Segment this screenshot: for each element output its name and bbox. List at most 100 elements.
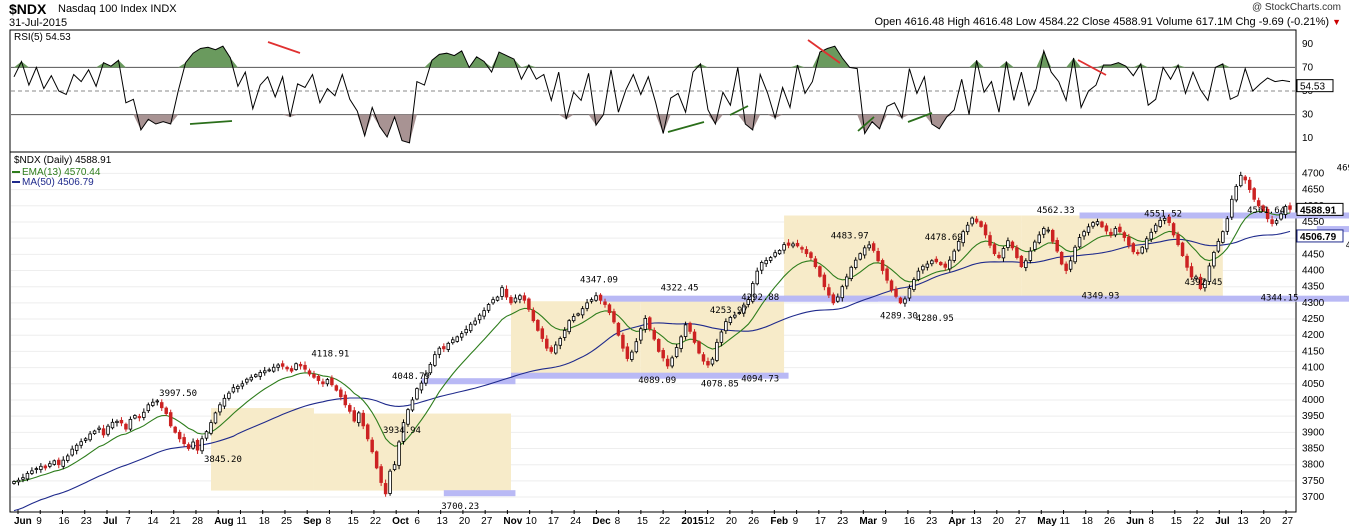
x-tick-label: 7: [125, 516, 131, 527]
price-tick-label: 4450: [1302, 249, 1325, 260]
close-label: Close: [1081, 16, 1111, 28]
candle-body: [410, 399, 415, 411]
candle-body: [1068, 260, 1073, 270]
x-tick-label: 20: [459, 516, 471, 527]
candle-body: [101, 428, 106, 436]
x-tick-label: 13: [1238, 516, 1250, 527]
candle-body: [1100, 221, 1104, 228]
candle-body: [1136, 251, 1140, 255]
candle-body: [43, 465, 48, 469]
high-annotation: 4694.13: [1337, 163, 1349, 173]
ma-tag-text: 4506.79: [1300, 232, 1337, 243]
candle-body: [921, 265, 925, 271]
candle-body: [764, 260, 768, 265]
candle-body: [1283, 206, 1288, 215]
candle-body: [500, 287, 504, 297]
candle-body: [1162, 218, 1167, 221]
high-annotation: 3997.50: [159, 389, 197, 399]
candle-body: [724, 321, 728, 332]
candle-body: [943, 263, 947, 268]
price-tick-label: 4050: [1302, 379, 1325, 390]
candle-body: [459, 333, 464, 338]
candle-body: [1064, 263, 1068, 271]
candle-body: [652, 329, 656, 340]
candle-body: [728, 317, 733, 324]
x-tick-label: Jun: [1126, 516, 1144, 527]
candle-body: [276, 364, 280, 368]
candle-body: [182, 437, 186, 445]
candle-body: [245, 378, 249, 383]
watermark: @ StockCharts.com: [1251, 2, 1341, 13]
candle-body: [307, 370, 312, 375]
candle-body: [1033, 241, 1037, 250]
candle-body: [1104, 225, 1109, 232]
candle-body: [800, 247, 804, 250]
candle-body: [903, 298, 907, 304]
candle-body: [285, 366, 289, 370]
divergence-line: [1077, 59, 1107, 76]
x-tick-label: 13: [437, 516, 449, 527]
candle-body: [365, 424, 370, 440]
candle-body: [997, 254, 1001, 258]
candle-body: [222, 397, 227, 407]
candle-body: [755, 270, 759, 285]
candle-body: [988, 235, 992, 246]
rsi-tick-label: 70: [1302, 62, 1314, 73]
x-tick-label: 22: [1193, 516, 1205, 527]
candle-body: [867, 244, 871, 249]
ma50-line: [13, 230, 1291, 512]
candle-body: [822, 274, 827, 288]
index-name: Nasdaq 100 Index INDX: [58, 3, 177, 15]
candle-body: [540, 328, 545, 339]
low-annotation: 4289.30: [880, 311, 918, 321]
x-tick-label: 12: [704, 516, 716, 527]
x-tick-label: 28: [192, 516, 204, 527]
candle-body: [34, 468, 39, 470]
candle-body: [348, 405, 352, 412]
x-tick-label: 2015: [681, 516, 704, 527]
candle-body: [146, 404, 151, 412]
price-layer: 3997.50 4118.91 4048.79 4347.09 4322.45 4292.…: [11, 163, 1349, 512]
x-tick-label: 9: [882, 516, 888, 527]
candle-body: [1019, 255, 1024, 268]
candle-body: [142, 411, 146, 418]
price-tick-label: 3750: [1302, 476, 1325, 487]
divergence-line: [189, 120, 233, 125]
candle-body: [1109, 231, 1113, 236]
candle-body: [889, 280, 894, 291]
axis-layer: 3700 3750 3800 3850 3900 3950 4000 4050 4100 4150…: [14, 39, 1344, 527]
x-tick-label: 18: [259, 516, 271, 527]
consolidation-box: [210, 408, 314, 491]
x-tick-label: 27: [1015, 516, 1027, 527]
candle-body: [630, 351, 634, 360]
ema-legend: EMA(13) 4570.44: [22, 167, 101, 178]
candle-body: [746, 299, 750, 305]
x-tick-label: 20: [1260, 516, 1272, 527]
x-tick-label: 21: [170, 516, 182, 527]
candle-body: [907, 287, 912, 299]
chart-header: $NDX Nasdaq 100 Index INDX 31-Jul-2015 @…: [0, 0, 1349, 30]
chart-date: 31-Jul-2015: [9, 17, 68, 29]
candle-body: [39, 465, 43, 470]
candle-body: [947, 259, 952, 270]
candle-body: [289, 368, 294, 372]
x-tick-label: 11: [1060, 516, 1071, 527]
candle-body: [1024, 260, 1028, 268]
candle-body: [683, 324, 688, 337]
x-tick-label: 13: [971, 516, 983, 527]
price-tick-label: 4250: [1302, 314, 1325, 325]
candle-body: [468, 323, 473, 332]
candle-body: [912, 279, 916, 291]
candle-body: [1158, 219, 1162, 227]
candle-body: [325, 379, 330, 385]
x-tick-label: Dec: [592, 516, 611, 527]
x-tick-label: 20: [726, 516, 738, 527]
candle-body: [536, 319, 540, 331]
candle-body: [370, 439, 374, 453]
candle-body: [1010, 241, 1015, 249]
candle-body: [1050, 229, 1055, 242]
candle-body: [558, 338, 562, 346]
candle-body: [1082, 231, 1086, 237]
candle-body: [648, 317, 652, 330]
